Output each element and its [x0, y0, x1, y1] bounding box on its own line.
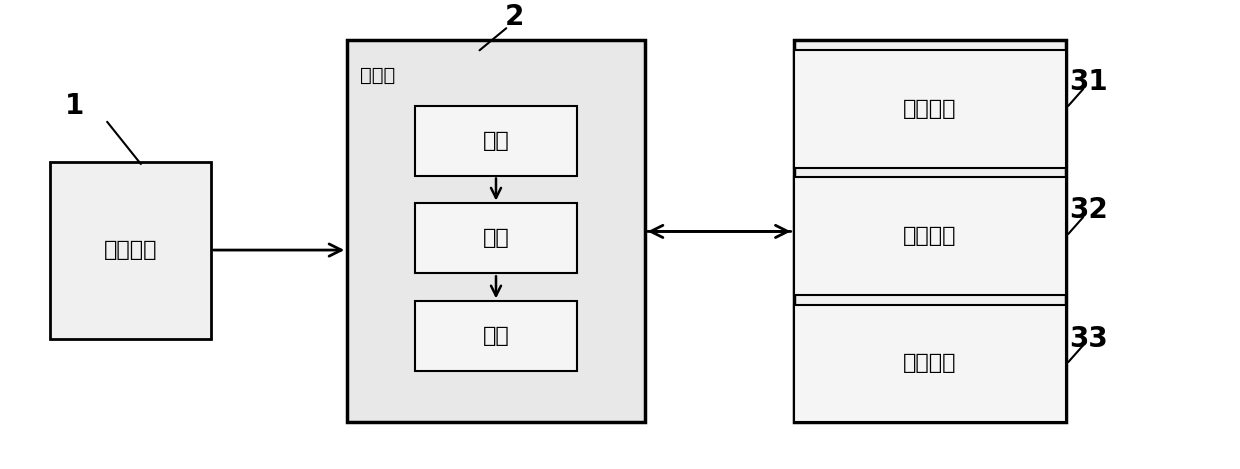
Text: 31: 31	[1069, 68, 1109, 96]
Text: 执行: 执行	[482, 326, 510, 346]
Text: 1: 1	[64, 91, 84, 120]
FancyBboxPatch shape	[794, 304, 1066, 423]
Text: 动力系统: 动力系统	[903, 354, 957, 373]
Text: 感知系统: 感知系统	[103, 240, 157, 260]
Text: 转向系统: 转向系统	[903, 98, 957, 119]
Text: 制动系统: 制动系统	[903, 226, 957, 246]
FancyBboxPatch shape	[415, 204, 577, 273]
FancyBboxPatch shape	[794, 40, 1066, 423]
Text: 控制器: 控制器	[360, 66, 394, 85]
Text: 32: 32	[1069, 197, 1109, 225]
FancyBboxPatch shape	[415, 301, 577, 371]
Text: 求解: 求解	[482, 228, 510, 249]
FancyBboxPatch shape	[794, 177, 1066, 295]
Text: 33: 33	[1069, 325, 1109, 353]
FancyBboxPatch shape	[794, 50, 1066, 167]
Text: 建模: 建模	[482, 130, 510, 151]
FancyBboxPatch shape	[347, 40, 645, 423]
Text: 2: 2	[505, 3, 525, 31]
FancyBboxPatch shape	[415, 106, 577, 175]
FancyBboxPatch shape	[50, 161, 211, 339]
